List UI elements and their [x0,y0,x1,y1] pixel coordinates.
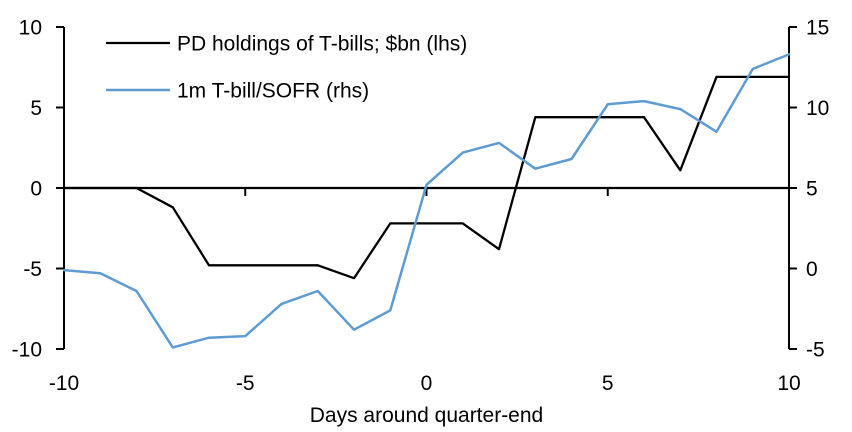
right-tick-label: -5 [806,339,825,362]
x-axis-title: Days around quarter-end [310,404,543,427]
legend: PD holdings of T-bills; $bn (lhs) 1m T-bi… [106,33,467,103]
left-tick-label: -10 [12,339,42,362]
left-tick-label: 10 [19,17,42,40]
left-tick-label: 0 [30,178,42,201]
x-tick-label: 10 [777,372,800,395]
right-tick-label: 5 [806,178,818,201]
x-axis: -10 -5 0 5 10 [49,186,801,395]
series-line-pd-holdings [62,75,791,280]
x-tick-label: 0 [421,372,433,395]
left-tick-label: -5 [23,258,42,281]
right-tick-label: 10 [806,97,829,120]
legend-item-tbill-sofr: 1m T-bill/SOFR (rhs) [106,80,369,103]
legend-label: PD holdings of T-bills; $bn (lhs) [177,33,467,56]
left-axis: 10 5 0 -5 -10 [12,17,65,362]
x-tick-label: 5 [602,372,614,395]
right-axis: 15 10 5 0 -5 [788,17,829,362]
x-tick-label: -5 [236,372,255,395]
series-line-tbill-sofr [62,53,791,349]
legend-item-pd-holdings: PD holdings of T-bills; $bn (lhs) [106,33,467,56]
legend-label: 1m T-bill/SOFR (rhs) [177,80,369,103]
x-tick-label: -10 [49,372,79,395]
right-tick-label: 0 [806,258,818,281]
left-tick-label: 5 [30,97,42,120]
right-tick-label: 15 [806,17,829,40]
